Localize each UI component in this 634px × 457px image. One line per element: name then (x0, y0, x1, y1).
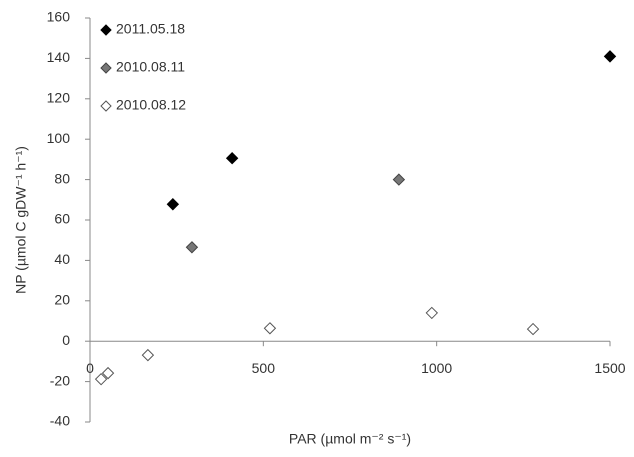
y-tick-label: 140 (47, 49, 71, 65)
data-point (101, 366, 115, 380)
x-tick-label: 1500 (594, 360, 625, 376)
data-point (94, 372, 108, 386)
data-point (263, 322, 277, 335)
data-point (141, 348, 155, 362)
data-point (166, 198, 180, 211)
y-tick-label: -40 (50, 413, 70, 429)
y-tick-label: -20 (50, 372, 70, 388)
x-tick-label: 1000 (421, 360, 452, 376)
legend-label: 2010.08.11 (116, 59, 185, 75)
y-tick-label: 160 (47, 9, 71, 25)
data-point (392, 173, 406, 186)
x-tick-label: 500 (252, 360, 276, 376)
legend-label: 2010.08.12 (116, 97, 186, 113)
y-tick-label: 40 (54, 251, 70, 267)
legend-marker (100, 24, 112, 36)
y-tick-label: 100 (47, 130, 71, 146)
x-tick-label: 0 (86, 360, 94, 376)
data-point (225, 151, 239, 165)
y-tick-label: 20 (54, 292, 70, 308)
x-axis-label: PAR (µmol m⁻² s⁻¹) (289, 431, 411, 447)
y-tick-label: 80 (54, 170, 70, 186)
y-tick-label: 60 (54, 211, 70, 227)
data-point (185, 241, 199, 254)
y-axis-label: NP (µmol C gDW⁻¹ h⁻¹) (13, 146, 29, 294)
data-point (526, 322, 540, 336)
data-point (603, 50, 617, 63)
data-point (425, 306, 439, 320)
y-tick-label: 0 (62, 332, 70, 348)
legend-marker (100, 62, 112, 74)
legend-marker (100, 100, 112, 112)
y-tick-label: 120 (47, 90, 71, 106)
legend-label: 2011.05.18 (116, 21, 185, 37)
